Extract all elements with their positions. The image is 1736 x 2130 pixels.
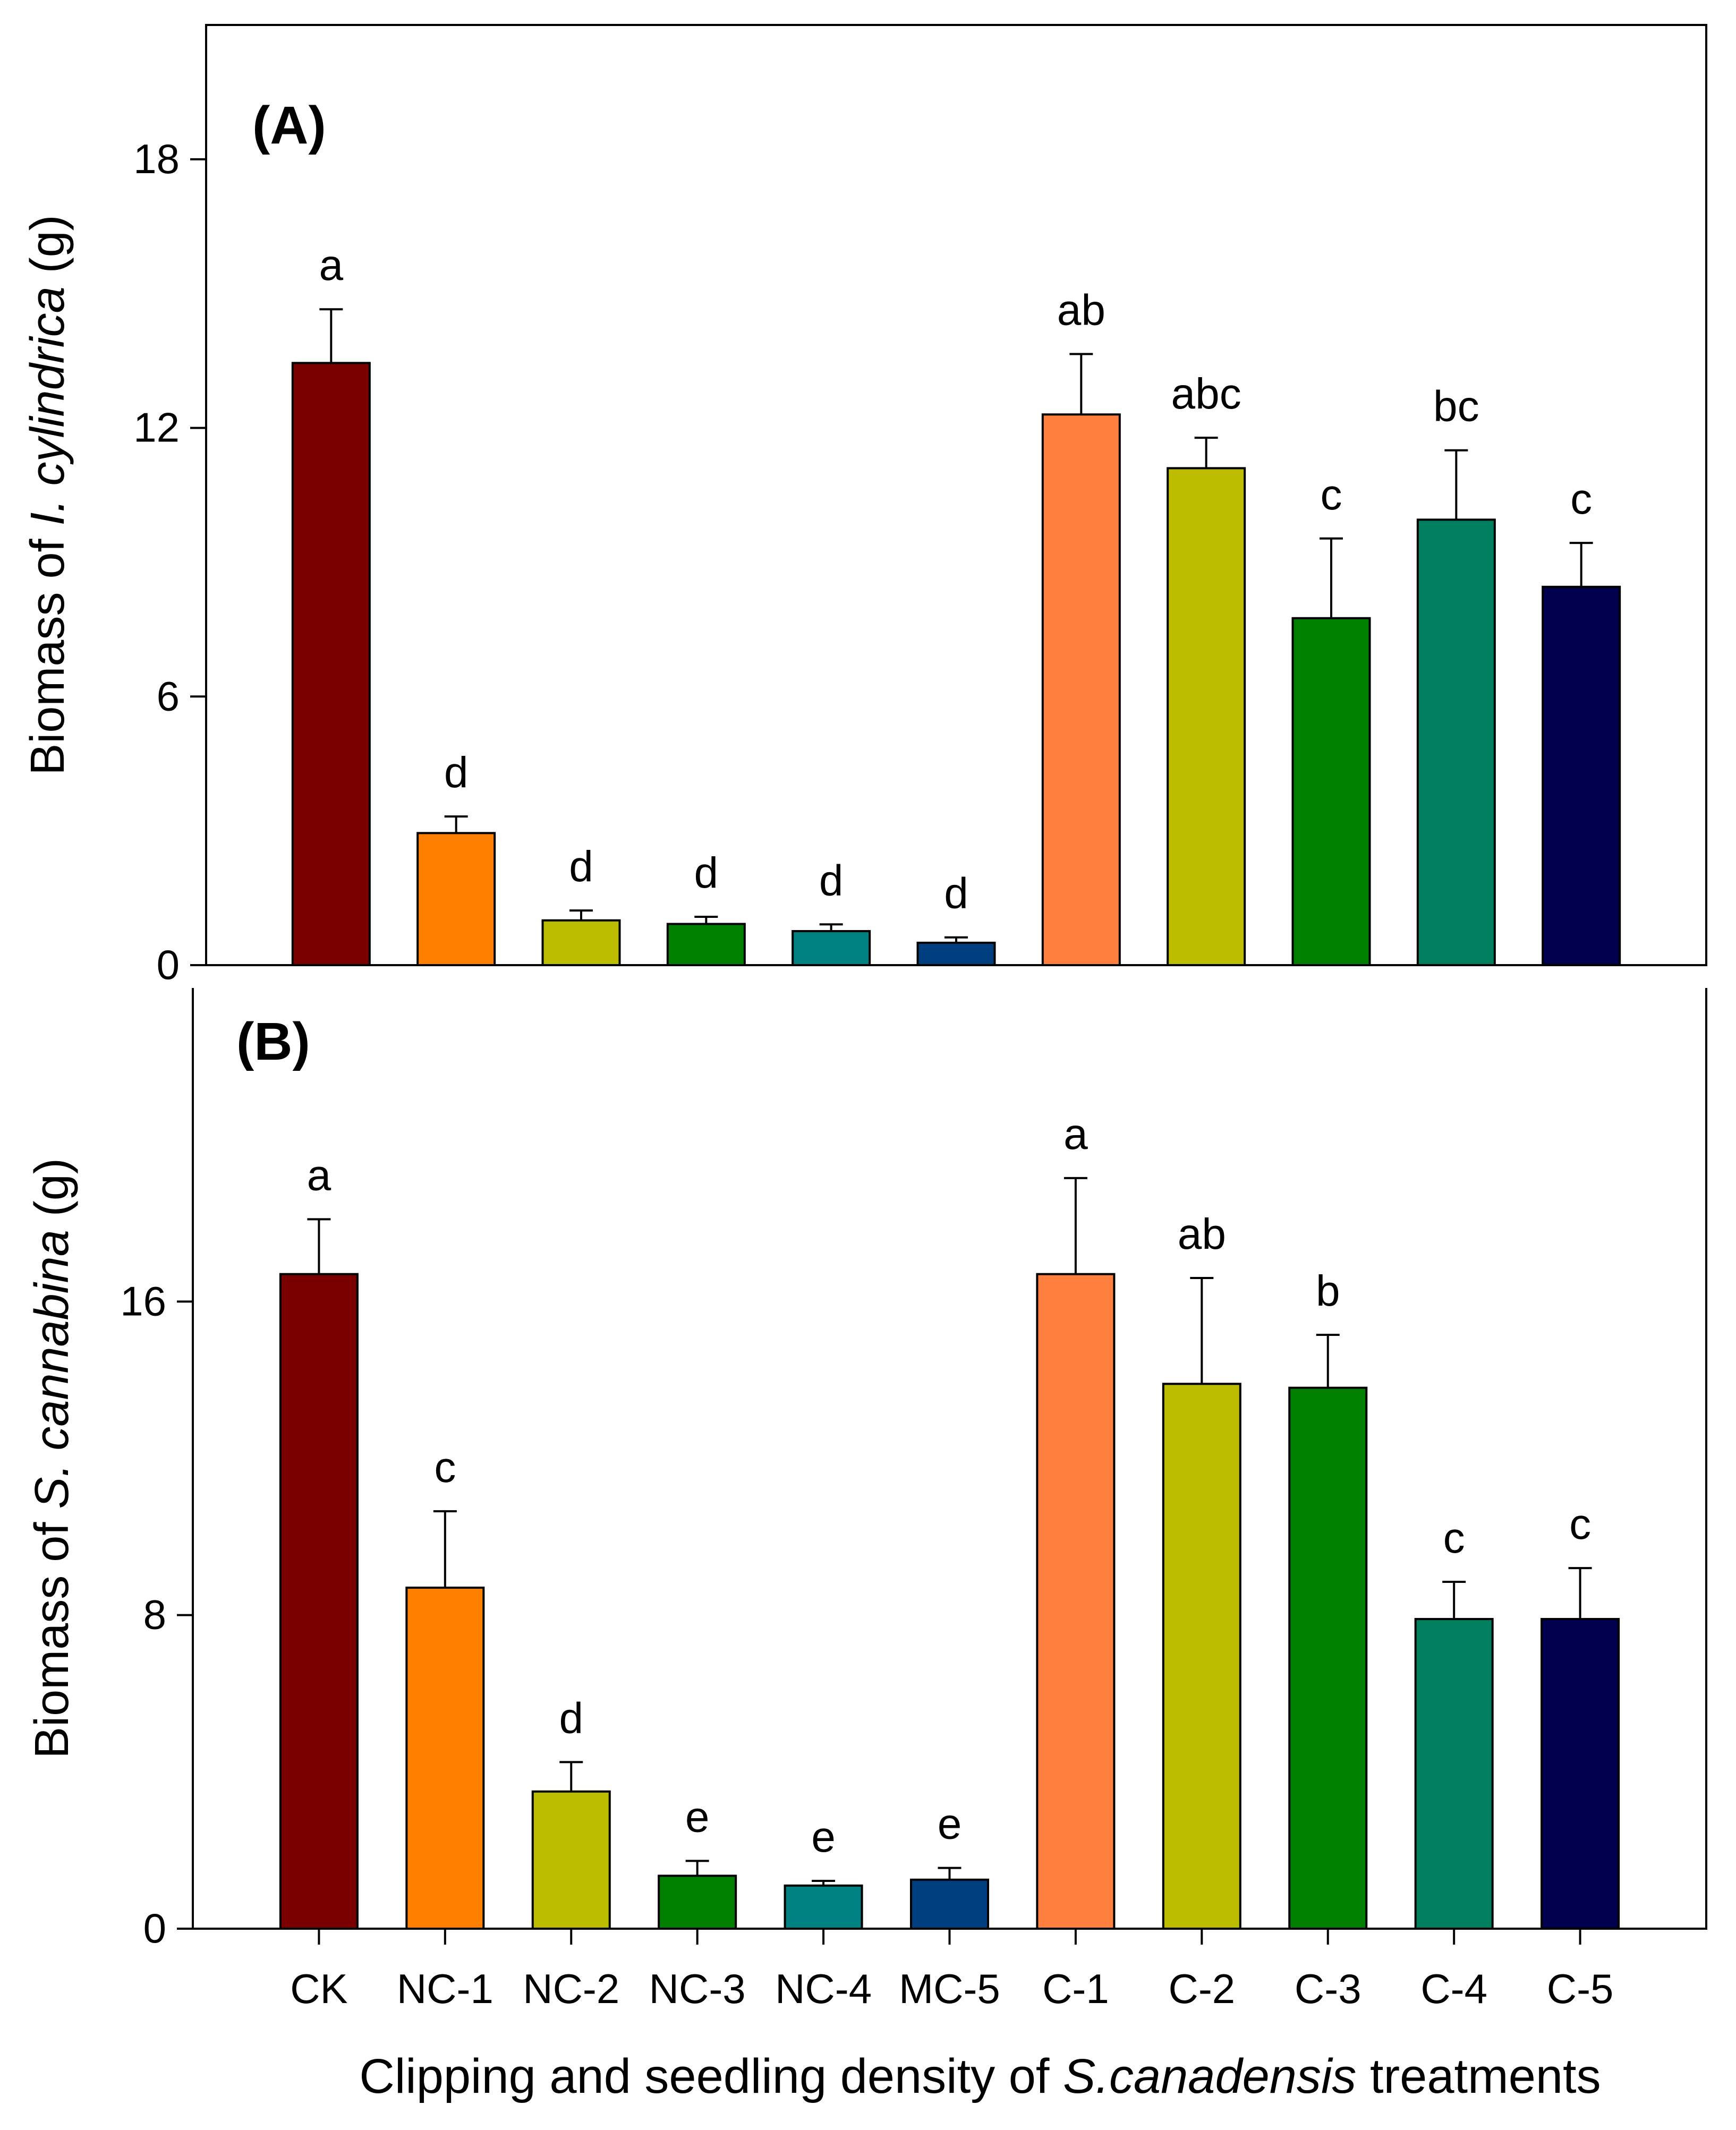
bar-c-2: [1167, 467, 1246, 966]
bar-c-1: [1041, 413, 1121, 966]
bar-c-1: [1036, 1273, 1116, 1930]
x-tick-label: C-4: [1420, 1965, 1487, 2012]
bar-mc-5: [910, 1878, 989, 1930]
bar-nc-1: [416, 832, 496, 967]
significance-letter: e: [811, 1813, 836, 1861]
significance-letter: b: [1316, 1267, 1340, 1315]
significance-letter: a: [1063, 1110, 1088, 1158]
x-tick-label: NC-4: [775, 1965, 872, 2012]
bar-c-4: [1414, 1618, 1494, 1930]
bar-nc-1: [405, 1587, 485, 1930]
label-part: (g): [25, 1158, 79, 1230]
significance-letter: d: [444, 748, 469, 797]
significance-letter: d: [944, 870, 968, 918]
significance-letter: ab: [1057, 286, 1105, 335]
label-part: S. cannabina: [25, 1230, 79, 1509]
significance-letter: a: [319, 241, 344, 289]
panel-label: (B): [236, 1012, 310, 1071]
y-axis-title: Biomass of S. cannabina (g): [25, 1158, 79, 1759]
x-tick-label: MC-5: [899, 1965, 1000, 2012]
bar-c-5: [1541, 1618, 1620, 1930]
y-tick-label: 0: [143, 1905, 166, 1952]
bar-nc-2: [531, 1790, 611, 1930]
x-tick-label: CK: [290, 1965, 347, 2012]
y-tick-label: 12: [133, 404, 180, 451]
bar-nc-3: [666, 923, 746, 967]
x-tick-label: NC-2: [523, 1965, 619, 2012]
bar-nc-4: [784, 1884, 863, 1930]
label-part: Biomass of: [25, 1509, 79, 1759]
x-tick-label: NC-1: [397, 1965, 493, 2012]
y-tick-label: 8: [143, 1591, 166, 1638]
bar-c-4: [1416, 518, 1496, 966]
bar-c-3: [1288, 1386, 1368, 1930]
label-part: (g): [21, 215, 74, 286]
y-tick-label: 0: [157, 941, 180, 988]
x-tick-label: C-2: [1168, 1965, 1235, 2012]
significance-letter: d: [569, 842, 593, 891]
bar-c-2: [1162, 1383, 1241, 1930]
x-tick-label: C-3: [1295, 1965, 1361, 2012]
y-tick-label: 16: [120, 1277, 166, 1324]
label-part: Biomass of: [21, 525, 74, 775]
y-tick-label: 18: [133, 135, 180, 182]
label-part: treatments: [1356, 2049, 1601, 2103]
label-part: I. cylindrica: [21, 286, 74, 525]
significance-letter: a: [307, 1151, 331, 1199]
bar-c-5: [1542, 585, 1621, 967]
x-tick-label: C-5: [1547, 1965, 1614, 2012]
significance-letter: d: [819, 856, 844, 905]
label-part: S.canadensis: [1063, 2049, 1356, 2103]
x-tick-label: NC-3: [649, 1965, 746, 2012]
x-axis-title: Clipping and seedling density of S.canad…: [359, 2049, 1601, 2103]
bar-c-3: [1291, 617, 1371, 967]
significance-letter: d: [694, 849, 719, 897]
label-part: Clipping and seedling density of: [359, 2049, 1063, 2103]
x-tick-label: C-1: [1042, 1965, 1109, 2012]
panel-label: (A): [252, 96, 326, 155]
significance-letter: c: [1321, 471, 1342, 519]
bar-ck: [279, 1273, 359, 1930]
bar-ck: [291, 362, 371, 966]
bar-nc-3: [658, 1875, 737, 1930]
panel-a-biomass-i-cylindrica: 0 6 12 18 Biomass of I. cylindrica (g) (A) a d d…: [21, 24, 1707, 988]
significance-letter: d: [559, 1694, 583, 1742]
significance-letter: c: [1570, 475, 1592, 523]
significance-letter: abc: [1171, 370, 1241, 418]
significance-letter: c: [434, 1443, 456, 1492]
bar-mc-5: [916, 941, 996, 967]
significance-letter: c: [1569, 1500, 1591, 1548]
significance-letter: bc: [1433, 382, 1479, 431]
significance-letter: e: [938, 1800, 962, 1848]
significance-letter: c: [1443, 1514, 1465, 1562]
significance-letter: e: [685, 1793, 710, 1841]
y-tick-label: 6: [157, 672, 180, 719]
panel-b-biomass-s-cannabina: 0 8 16 Biomass of S. cannabina (g) (B) a CK c NC…: [25, 988, 1707, 2012]
bar-nc-4: [792, 930, 871, 967]
y-axis-title: Biomass of I. cylindrica (g): [21, 215, 74, 775]
bar-nc-2: [541, 919, 621, 966]
significance-letter: ab: [1178, 1210, 1226, 1258]
